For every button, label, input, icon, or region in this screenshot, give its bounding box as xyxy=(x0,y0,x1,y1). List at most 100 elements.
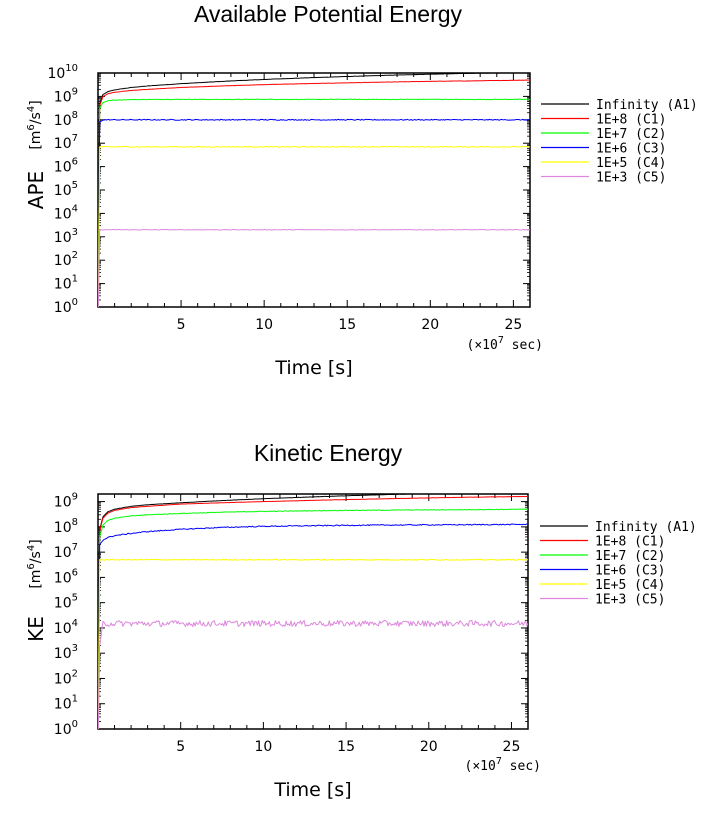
y-tick-exponent: 9 xyxy=(72,86,78,97)
x-tick-label: 25 xyxy=(504,317,522,333)
y-tick-base: 10 xyxy=(54,136,72,152)
y-tick-base: 10 xyxy=(54,621,72,637)
series-line xyxy=(98,619,528,729)
legend: Infinity (A1)1E+8 (C1)1E+7 (C2)1E+6 (C3)… xyxy=(540,520,697,608)
y-axis-label: APE xyxy=(24,171,48,209)
legend-label: 1E+7 (C2) xyxy=(596,127,666,142)
y-tick-base: 10 xyxy=(54,570,72,586)
x-multiplier-unit: sec) xyxy=(504,338,543,353)
y-tick-label: 104 xyxy=(54,618,78,637)
y-tick-label: 1010 xyxy=(47,63,78,82)
y-tick-exponent: 5 xyxy=(72,593,78,604)
legend-label: 1E+6 (C3) xyxy=(596,142,666,157)
y-unit-exponent: 6 xyxy=(26,563,37,569)
series-line xyxy=(98,558,528,729)
y-tick-exponent: 2 xyxy=(72,250,78,261)
y-tick-base: 10 xyxy=(54,495,72,511)
y-unit-mid: /s xyxy=(28,112,44,124)
series-line xyxy=(98,494,430,729)
chart-panel-1: Available Potential Energy10010110210310… xyxy=(24,1,698,379)
y-tick-label: 102 xyxy=(54,668,78,687)
y-tick-label: 100 xyxy=(54,719,78,738)
x-axis-label: Time [s] xyxy=(274,357,352,379)
plot-frame xyxy=(97,72,531,308)
x-tick-label: 5 xyxy=(177,317,186,333)
y-tick-base: 10 xyxy=(54,230,72,246)
x-multiplier-label: (×107 sec) xyxy=(467,335,543,353)
y-tick-label: 108 xyxy=(54,110,78,129)
x-tick-label: 15 xyxy=(337,739,355,755)
y-tick-exponent: 8 xyxy=(72,110,78,121)
y-tick-base: 10 xyxy=(54,253,72,269)
y-tick-label: 108 xyxy=(54,517,78,536)
y-tick-label: 101 xyxy=(54,694,78,713)
y-unit-exponent: 4 xyxy=(26,106,37,112)
series-line xyxy=(98,523,528,729)
y-tick-exponent: 0 xyxy=(72,297,78,308)
y-tick-base: 10 xyxy=(54,183,72,199)
series-line xyxy=(98,145,530,307)
y-tick-label: 101 xyxy=(54,274,78,293)
series-line xyxy=(98,118,530,307)
series-line xyxy=(98,495,528,729)
x-tick-label: 20 xyxy=(421,317,439,333)
y-tick-base: 10 xyxy=(54,671,72,687)
y-tick-exponent: 7 xyxy=(72,133,78,144)
legend: Infinity (A1)1E+8 (C1)1E+7 (C2)1E+6 (C3)… xyxy=(541,98,698,186)
y-tick-exponent: 1 xyxy=(72,274,78,285)
y-unit-exponent: 6 xyxy=(26,124,37,130)
y-tick-exponent: 0 xyxy=(72,719,78,730)
y-tick-base: 10 xyxy=(54,545,72,561)
legend-label: 1E+8 (C1) xyxy=(595,535,665,550)
y-tick-exponent: 3 xyxy=(72,643,78,654)
series-line xyxy=(98,73,530,307)
y-tick-base: 10 xyxy=(54,160,72,176)
y-axis-unit: [m6/s4] xyxy=(26,100,44,149)
y-tick-label: 107 xyxy=(54,133,78,152)
y-tick-label: 102 xyxy=(54,250,78,269)
x-multiplier-exponent: 7 xyxy=(498,335,504,346)
y-tick-label: 103 xyxy=(54,227,78,246)
x-multiplier-base: (×10 xyxy=(467,338,498,353)
y-tick-exponent: 10 xyxy=(65,63,78,74)
y-tick-label: 104 xyxy=(54,203,78,222)
x-multiplier-base: (×10 xyxy=(465,759,496,774)
y-axis-label: KE xyxy=(24,616,48,642)
series-line xyxy=(98,508,528,729)
y-tick-exponent: 5 xyxy=(72,180,78,191)
legend-label: 1E+3 (C5) xyxy=(595,593,665,608)
y-tick-label: 106 xyxy=(54,567,78,586)
y-tick-base: 10 xyxy=(54,277,72,293)
y-tick-label: 103 xyxy=(54,643,78,662)
y-tick-base: 10 xyxy=(54,722,72,738)
y-tick-exponent: 1 xyxy=(72,694,78,705)
x-multiplier-unit: sec) xyxy=(502,759,541,774)
x-tick-label: 5 xyxy=(176,739,185,755)
y-tick-exponent: 8 xyxy=(72,517,78,528)
y-tick-base: 10 xyxy=(54,89,72,105)
y-tick-base: 10 xyxy=(54,697,72,713)
y-tick-base: 10 xyxy=(47,66,65,82)
y-tick-base: 10 xyxy=(54,596,72,612)
y-tick-exponent: 2 xyxy=(72,668,78,679)
legend-label: Infinity (A1) xyxy=(596,98,698,113)
y-unit-exponent: 4 xyxy=(26,545,37,551)
y-tick-exponent: 7 xyxy=(72,542,78,553)
series-line xyxy=(98,228,530,307)
y-axis-unit: [m6/s4] xyxy=(26,539,44,588)
chart-title: Kinetic Energy xyxy=(254,440,403,466)
y-tick-exponent: 6 xyxy=(72,567,78,578)
y-tick-exponent: 6 xyxy=(72,157,78,168)
y-tick-exponent: 4 xyxy=(72,618,78,629)
y-unit-end: ] xyxy=(28,100,44,105)
chart-title: Available Potential Energy xyxy=(194,1,463,27)
chart-panel-2: Kinetic Energy10010110210310410510610710… xyxy=(24,440,697,801)
y-tick-base: 10 xyxy=(54,646,72,662)
x-tick-label: 10 xyxy=(255,317,273,333)
y-tick-base: 10 xyxy=(54,206,72,222)
x-tick-label: 15 xyxy=(338,317,356,333)
series-lines xyxy=(98,494,528,729)
legend-label: 1E+8 (C1) xyxy=(596,113,666,128)
y-unit-mid: /s xyxy=(28,551,44,563)
